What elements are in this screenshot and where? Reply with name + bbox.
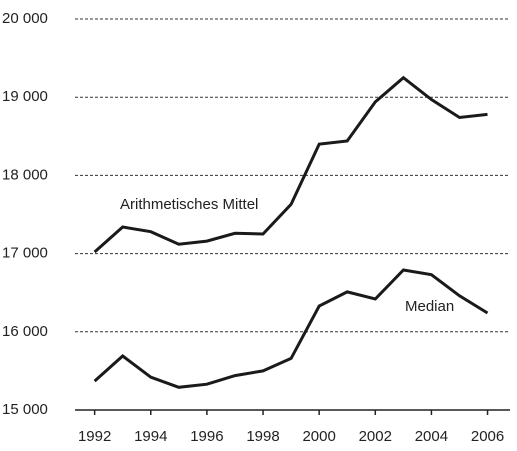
y-tick-label: 19 000: [2, 88, 48, 105]
y-tick-label: 18 000: [2, 166, 48, 183]
x-tick-label: 1998: [246, 428, 279, 445]
line-series: [93, 268, 489, 389]
x-tick-label: 2000: [302, 428, 335, 445]
x-tick-label: 1996: [190, 428, 223, 445]
series-label: Arithmetisches Mittel: [120, 196, 258, 213]
x-tick-label: 1992: [78, 428, 111, 445]
x-tick-label: 1994: [134, 428, 167, 445]
y-tick-label: 15 000: [2, 401, 48, 418]
x-tick-label: 2004: [415, 428, 448, 445]
y-tick-label: 17 000: [2, 245, 48, 262]
series-label: Median: [405, 298, 454, 315]
line-series: [93, 75, 488, 254]
x-tick-label: 2002: [359, 428, 392, 445]
x-tick-label: 2006: [471, 428, 504, 445]
y-tick-label: 20 000: [2, 10, 48, 27]
y-tick-label: 16 000: [2, 323, 48, 340]
